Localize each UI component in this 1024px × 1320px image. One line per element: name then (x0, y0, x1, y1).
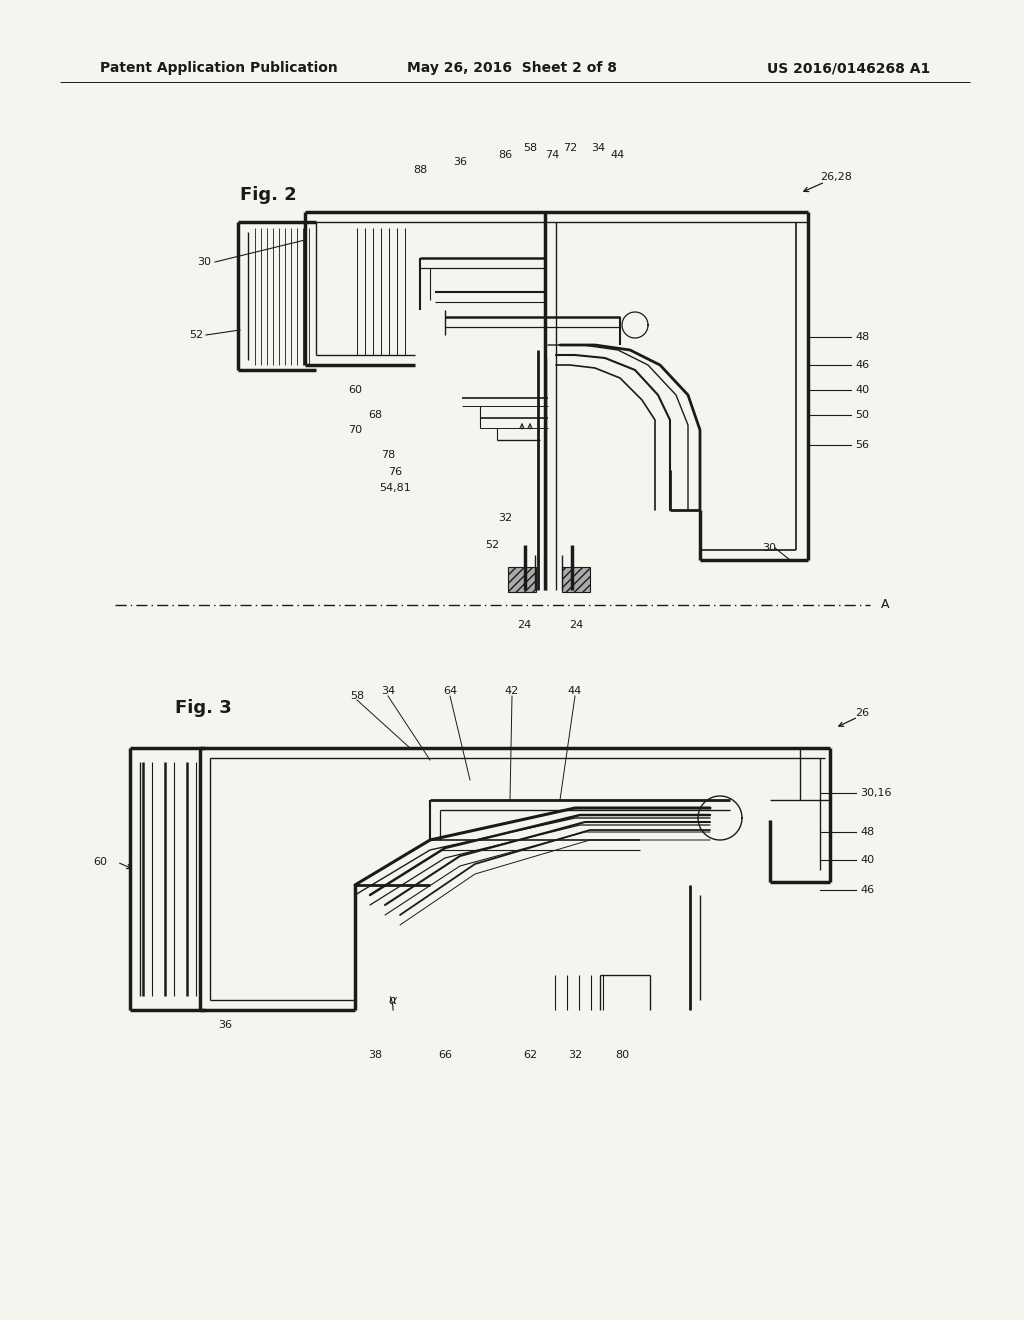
Text: 30: 30 (762, 543, 776, 553)
Text: 32: 32 (498, 513, 512, 523)
Text: 62: 62 (523, 1049, 537, 1060)
Text: 24: 24 (517, 620, 531, 630)
Text: 26,28: 26,28 (820, 172, 852, 182)
Text: A: A (881, 598, 889, 611)
Text: 26: 26 (855, 708, 869, 718)
Bar (562, 568, 590, 591)
Text: 30: 30 (197, 257, 211, 267)
Text: 52: 52 (189, 330, 203, 341)
Text: 50: 50 (855, 411, 869, 420)
Text: 74: 74 (545, 150, 559, 160)
Text: 34: 34 (381, 686, 395, 696)
Text: 48: 48 (860, 828, 874, 837)
Text: 54,81: 54,81 (379, 483, 411, 492)
Text: 76: 76 (388, 467, 402, 477)
Text: 36: 36 (453, 157, 467, 168)
Text: 30,16: 30,16 (860, 788, 892, 799)
Text: 40: 40 (860, 855, 874, 865)
Text: 58: 58 (350, 690, 365, 701)
Text: 78: 78 (381, 450, 395, 459)
Text: Fig. 3: Fig. 3 (175, 700, 231, 717)
Text: 40: 40 (855, 385, 869, 395)
Text: 44: 44 (568, 686, 582, 696)
Text: 68: 68 (368, 411, 382, 420)
Text: 52: 52 (485, 540, 499, 550)
Text: 60: 60 (348, 385, 362, 395)
Text: 58: 58 (523, 143, 537, 153)
Bar (508, 568, 536, 591)
Text: 46: 46 (855, 360, 869, 370)
Text: 36: 36 (218, 1020, 232, 1030)
Text: US 2016/0146268 A1: US 2016/0146268 A1 (767, 61, 930, 75)
Text: 56: 56 (855, 440, 869, 450)
Text: 42: 42 (505, 686, 519, 696)
Text: 44: 44 (611, 150, 625, 160)
Text: 70: 70 (348, 425, 362, 436)
Text: $\alpha$: $\alpha$ (388, 994, 398, 1006)
Text: 86: 86 (498, 150, 512, 160)
Text: 34: 34 (591, 143, 605, 153)
Text: 24: 24 (569, 620, 583, 630)
Text: 48: 48 (855, 333, 869, 342)
Text: 72: 72 (563, 143, 578, 153)
Text: 60: 60 (93, 857, 106, 867)
Text: Patent Application Publication: Patent Application Publication (100, 61, 338, 75)
Text: 38: 38 (368, 1049, 382, 1060)
Text: 66: 66 (438, 1049, 452, 1060)
Text: 32: 32 (568, 1049, 582, 1060)
Text: 46: 46 (860, 884, 874, 895)
Text: Fig. 2: Fig. 2 (240, 186, 297, 205)
Text: 80: 80 (615, 1049, 629, 1060)
Text: May 26, 2016  Sheet 2 of 8: May 26, 2016 Sheet 2 of 8 (407, 61, 617, 75)
Text: 64: 64 (443, 686, 457, 696)
Text: 88: 88 (413, 165, 427, 176)
